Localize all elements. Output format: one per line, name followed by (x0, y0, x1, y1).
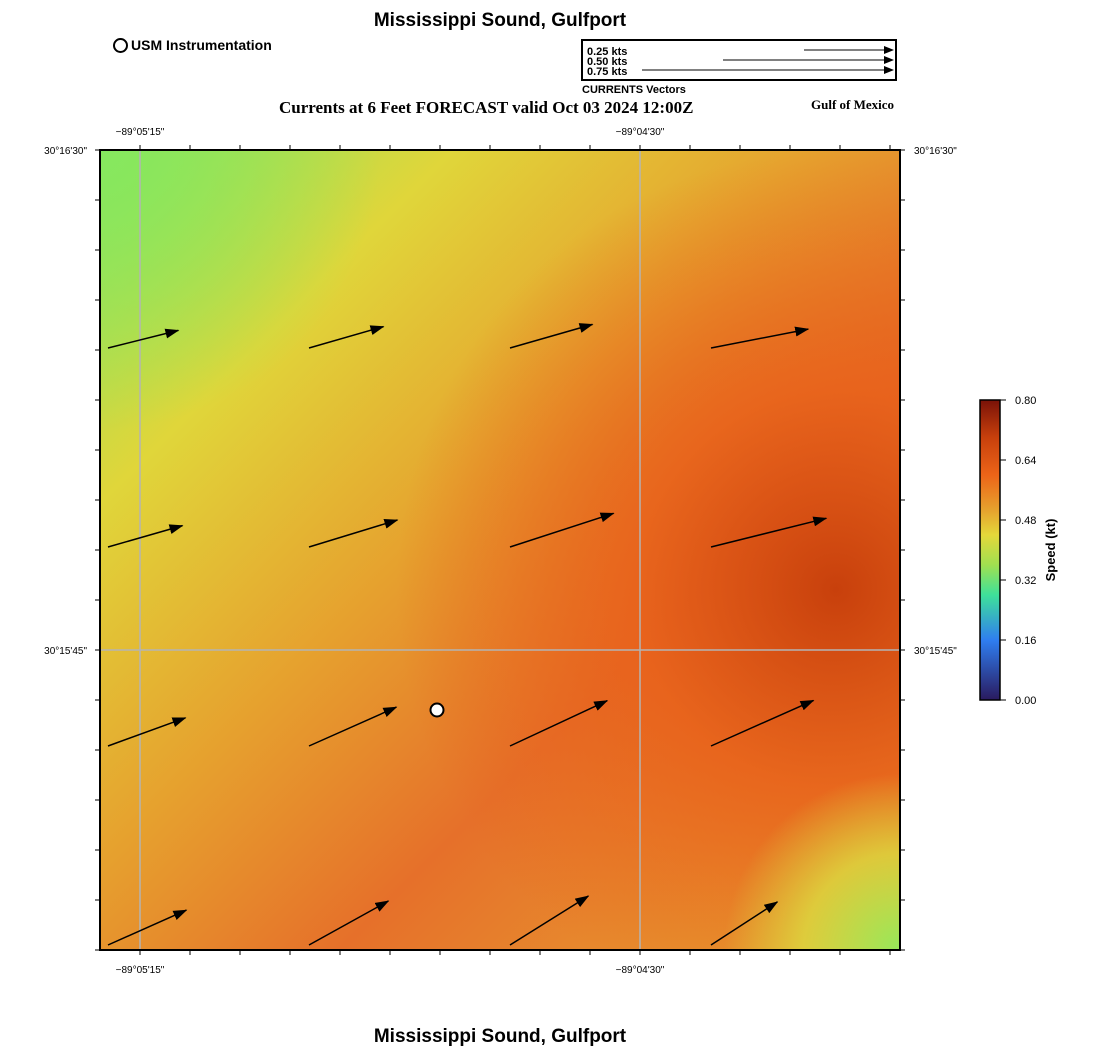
frame-ticks (95, 145, 905, 955)
usm-legend-label: USM Instrumentation (131, 37, 272, 53)
station-marker-icon (113, 37, 128, 53)
lat-label-left-1: 30°16'30" (44, 146, 87, 157)
lon-label-bottom-2: −89°04'30" (616, 965, 665, 976)
map-footer-title: Mississippi Sound, Gulfport (373, 1026, 627, 1047)
lon-label-top-2: −89°04'30" (616, 127, 665, 138)
current-vector-arrow (107, 524, 184, 548)
colorbar-ramp (979, 399, 1001, 701)
lat-label-right-1: 30°16'30" (914, 146, 957, 157)
colorbar-tick-label: 0.80 (1015, 395, 1036, 407)
colorbar-tick-label: 0.00 (1015, 695, 1036, 707)
vector-scale-label-3: 0.75 kts (587, 66, 628, 78)
vector-scale-legend: 0.25 kts 0.50 kts 0.75 kts (581, 39, 897, 81)
current-vector-arrow (509, 512, 615, 548)
current-vectors (107, 323, 828, 946)
current-vector-arrow (107, 328, 180, 349)
current-vector-arrow (308, 519, 399, 548)
region-label: Gulf of Mexico (811, 97, 895, 112)
speed-colorbar: 0.80 0.64 0.48 0.32 0.16 0.00 Speed (kt) (979, 395, 1058, 707)
forecast-subtitle: Currents at 6 Feet FORECAST valid Oct 03… (279, 98, 694, 117)
vector-scale-arrows (642, 46, 894, 74)
colorbar-tick-label: 0.32 (1015, 575, 1036, 587)
current-vector-arrow (107, 909, 188, 946)
map-grid (100, 150, 900, 950)
current-vector-arrow (308, 900, 390, 946)
current-vector-arrow (710, 326, 810, 349)
current-vector-arrow (710, 516, 828, 548)
vector-legend-caption: CURRENTS Vectors (582, 84, 686, 96)
speed-field (100, 150, 900, 950)
lon-label-top-1: −89°05'15" (116, 127, 165, 138)
lon-label-bottom-1: −89°05'15" (116, 965, 165, 976)
colorbar-tick-label: 0.48 (1015, 515, 1036, 527)
vector-scale-label-2: 0.50 kts (587, 56, 628, 68)
current-vector-arrow (509, 323, 594, 349)
colorbar-tick-label: 0.64 (1015, 455, 1036, 467)
current-vector-arrow (710, 699, 815, 747)
current-vector-arrow (308, 706, 398, 747)
current-vector-arrow (308, 325, 385, 349)
usm-instrumentation-legend: USM Instrumentation (113, 37, 272, 53)
map-title: Mississippi Sound, Gulfport (373, 10, 627, 31)
usm-station-marker (429, 702, 445, 718)
current-vector-arrow (509, 895, 590, 946)
colorbar-tick-label: 0.16 (1015, 635, 1036, 647)
vector-scale-label-1: 0.25 kts (587, 46, 628, 58)
colorbar-title: Speed (kt) (1043, 519, 1058, 582)
current-vector-arrow (107, 717, 187, 747)
current-vector-arrow (509, 700, 609, 747)
current-vector-arrow (710, 901, 779, 946)
lat-label-right-2: 30°15'45" (914, 646, 957, 657)
lat-label-left-2: 30°15'45" (44, 646, 87, 657)
